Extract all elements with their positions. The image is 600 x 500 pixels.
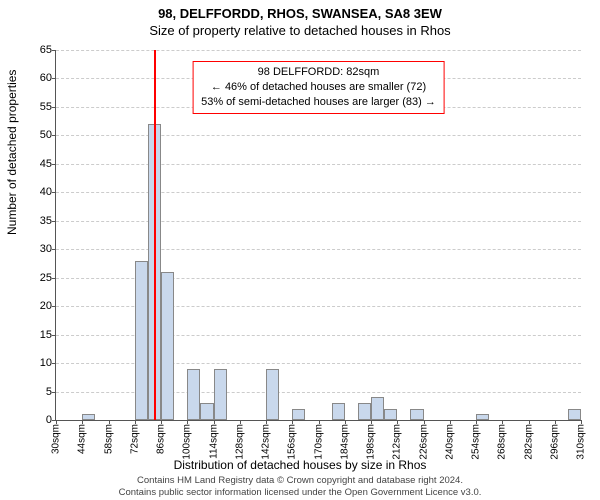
x-tick-label: 30sqm — [51, 424, 62, 454]
x-tick-label: 86sqm — [156, 424, 167, 454]
x-tick-label: 226sqm — [418, 424, 429, 460]
histogram-bar — [384, 409, 397, 420]
histogram-bar — [82, 414, 95, 420]
y-tick-mark — [52, 107, 56, 108]
gridline — [56, 135, 581, 136]
x-tick-label: 100sqm — [182, 424, 193, 460]
annotation-box: 98 DELFFORDD: 82sqm← 46% of detached hou… — [192, 61, 445, 114]
chart-footer: Contains HM Land Registry data © Crown c… — [0, 475, 600, 498]
y-tick-mark — [52, 335, 56, 336]
gridline — [56, 221, 581, 222]
x-tick-label: 296sqm — [549, 424, 560, 460]
x-tick-label: 128sqm — [234, 424, 245, 460]
x-tick-label: 240sqm — [444, 424, 455, 460]
y-tick-mark — [52, 50, 56, 51]
y-tick-mark — [52, 221, 56, 222]
property-marker-line — [154, 50, 156, 420]
x-axis-label: Distribution of detached houses by size … — [0, 458, 600, 472]
y-tick-mark — [52, 164, 56, 165]
histogram-bar — [371, 397, 384, 420]
x-tick-label: 254sqm — [471, 424, 482, 460]
y-tick-mark — [52, 392, 56, 393]
histogram-bar — [200, 403, 213, 420]
gridline — [56, 192, 581, 193]
y-tick-mark — [52, 78, 56, 79]
histogram-bar — [358, 403, 371, 420]
y-tick-mark — [52, 306, 56, 307]
histogram-bar — [135, 261, 148, 420]
property-size-chart: 98, DELFFORDD, RHOS, SWANSEA, SA8 3EW Si… — [0, 0, 600, 500]
gridline — [56, 50, 581, 51]
y-tick-mark — [52, 135, 56, 136]
y-tick-mark — [52, 278, 56, 279]
x-tick-label: 44sqm — [77, 424, 88, 454]
annotation-line: ← 46% of detached houses are smaller (72… — [201, 80, 436, 95]
histogram-bar — [410, 409, 423, 420]
x-tick-label: 198sqm — [366, 424, 377, 460]
histogram-bar — [161, 272, 174, 420]
x-tick-label: 72sqm — [129, 424, 140, 454]
y-axis-label: Number of detached properties — [5, 70, 19, 235]
histogram-bar — [332, 403, 345, 420]
annotation-line: 98 DELFFORDD: 82sqm — [201, 65, 436, 80]
footer-line-1: Contains HM Land Registry data © Crown c… — [0, 475, 600, 486]
gridline — [56, 164, 581, 165]
x-tick-label: 268sqm — [497, 424, 508, 460]
histogram-bar — [187, 369, 200, 420]
histogram-bar — [476, 414, 489, 420]
x-tick-label: 170sqm — [313, 424, 324, 460]
x-tick-label: 156sqm — [287, 424, 298, 460]
histogram-bar — [292, 409, 305, 420]
x-tick-label: 142sqm — [261, 424, 272, 460]
x-tick-label: 184sqm — [339, 424, 350, 460]
histogram-bar — [266, 369, 279, 420]
plot-area: 0510152025303540455055606530sqm44sqm58sq… — [55, 50, 581, 421]
footer-line-2: Contains public sector information licen… — [0, 487, 600, 498]
chart-title: 98, DELFFORDD, RHOS, SWANSEA, SA8 3EW — [0, 0, 600, 23]
y-tick-mark — [52, 249, 56, 250]
x-tick-label: 58sqm — [103, 424, 114, 454]
chart-subtitle: Size of property relative to detached ho… — [0, 23, 600, 38]
x-tick-label: 212sqm — [392, 424, 403, 460]
x-tick-label: 282sqm — [523, 424, 534, 460]
histogram-bar — [568, 409, 581, 420]
gridline — [56, 249, 581, 250]
x-tick-label: 114sqm — [208, 424, 219, 459]
annotation-line: 53% of semi-detached houses are larger (… — [201, 95, 436, 110]
y-tick-mark — [52, 363, 56, 364]
y-tick-mark — [52, 192, 56, 193]
histogram-bar — [214, 369, 227, 420]
x-tick-label: 310sqm — [576, 424, 587, 460]
